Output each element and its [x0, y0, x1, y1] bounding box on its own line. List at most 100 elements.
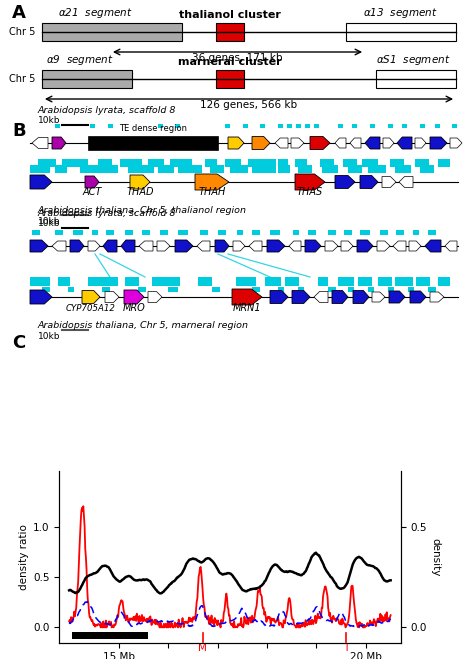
- Bar: [380, 229, 388, 235]
- Bar: [125, 277, 139, 285]
- Bar: [108, 165, 118, 173]
- Bar: [160, 229, 168, 235]
- Bar: [352, 124, 357, 128]
- Bar: [92, 229, 98, 235]
- Bar: [212, 287, 220, 291]
- Bar: [278, 159, 288, 167]
- Polygon shape: [252, 136, 270, 150]
- Bar: [73, 229, 83, 235]
- Bar: [102, 287, 110, 291]
- Bar: [348, 165, 362, 173]
- Bar: [420, 124, 425, 128]
- Polygon shape: [409, 241, 421, 251]
- Polygon shape: [332, 291, 348, 304]
- Bar: [225, 124, 230, 128]
- Bar: [388, 287, 394, 291]
- Bar: [252, 229, 260, 235]
- Text: T: T: [343, 643, 349, 652]
- Bar: [415, 159, 429, 167]
- Polygon shape: [397, 137, 412, 149]
- Polygon shape: [52, 137, 66, 149]
- Bar: [296, 124, 301, 128]
- Polygon shape: [425, 240, 441, 252]
- Polygon shape: [357, 240, 373, 252]
- Bar: [298, 287, 304, 291]
- Polygon shape: [30, 175, 52, 189]
- Polygon shape: [233, 241, 245, 251]
- Bar: [295, 159, 307, 167]
- Bar: [287, 124, 292, 128]
- Polygon shape: [103, 240, 117, 252]
- Bar: [314, 124, 319, 128]
- Bar: [58, 277, 70, 285]
- Bar: [293, 229, 299, 235]
- Bar: [265, 277, 281, 285]
- Bar: [322, 165, 338, 173]
- Polygon shape: [275, 138, 288, 148]
- Bar: [328, 287, 336, 291]
- Bar: [225, 159, 241, 167]
- Polygon shape: [130, 175, 150, 189]
- Polygon shape: [30, 240, 48, 252]
- Bar: [360, 229, 370, 235]
- Bar: [395, 277, 413, 285]
- Text: TE dense region: TE dense region: [119, 124, 187, 133]
- Bar: [452, 124, 457, 128]
- Bar: [42, 23, 182, 41]
- Polygon shape: [139, 241, 153, 251]
- Bar: [175, 124, 180, 128]
- Polygon shape: [310, 136, 330, 150]
- Bar: [120, 159, 142, 167]
- Bar: [158, 124, 163, 128]
- Bar: [216, 23, 244, 41]
- Polygon shape: [445, 241, 457, 251]
- Polygon shape: [32, 138, 48, 148]
- Text: 10kb: 10kb: [38, 219, 61, 228]
- Polygon shape: [325, 241, 338, 251]
- Polygon shape: [389, 291, 405, 303]
- Bar: [270, 229, 280, 235]
- Bar: [88, 277, 118, 285]
- Polygon shape: [335, 138, 346, 148]
- Polygon shape: [30, 290, 52, 304]
- Bar: [390, 159, 404, 167]
- Polygon shape: [121, 240, 135, 252]
- Bar: [320, 159, 334, 167]
- Bar: [138, 287, 146, 291]
- Text: C: C: [12, 334, 25, 352]
- Polygon shape: [430, 137, 447, 149]
- Text: Arabidopsis thaliana, Chr 5, thalianol region: Arabidopsis thaliana, Chr 5, thalianol r…: [38, 206, 247, 215]
- Bar: [428, 287, 436, 291]
- Text: Chr 5: Chr 5: [9, 74, 35, 84]
- Polygon shape: [341, 241, 353, 251]
- Bar: [236, 277, 256, 285]
- Polygon shape: [377, 241, 390, 251]
- Bar: [318, 277, 328, 285]
- Bar: [413, 229, 419, 235]
- Bar: [252, 165, 268, 173]
- Polygon shape: [157, 241, 170, 251]
- Bar: [128, 165, 154, 173]
- Text: Arabidopsis lyrata, scaffold 8: Arabidopsis lyrata, scaffold 8: [38, 209, 176, 218]
- Text: $\alpha$21  segment: $\alpha$21 segment: [58, 6, 132, 20]
- Polygon shape: [232, 289, 262, 305]
- Polygon shape: [291, 138, 304, 148]
- Bar: [298, 165, 312, 173]
- Bar: [55, 229, 63, 235]
- Polygon shape: [215, 240, 229, 252]
- Bar: [395, 165, 411, 173]
- Bar: [62, 159, 88, 167]
- Bar: [168, 287, 178, 291]
- Bar: [80, 165, 108, 173]
- Polygon shape: [85, 176, 99, 188]
- Bar: [308, 229, 316, 235]
- Bar: [346, 23, 456, 41]
- Polygon shape: [295, 174, 325, 190]
- Bar: [230, 165, 248, 173]
- Bar: [216, 70, 244, 88]
- Bar: [90, 124, 95, 128]
- Text: MRN1: MRN1: [233, 303, 261, 313]
- Polygon shape: [410, 291, 426, 303]
- Bar: [248, 159, 268, 167]
- Polygon shape: [267, 240, 285, 252]
